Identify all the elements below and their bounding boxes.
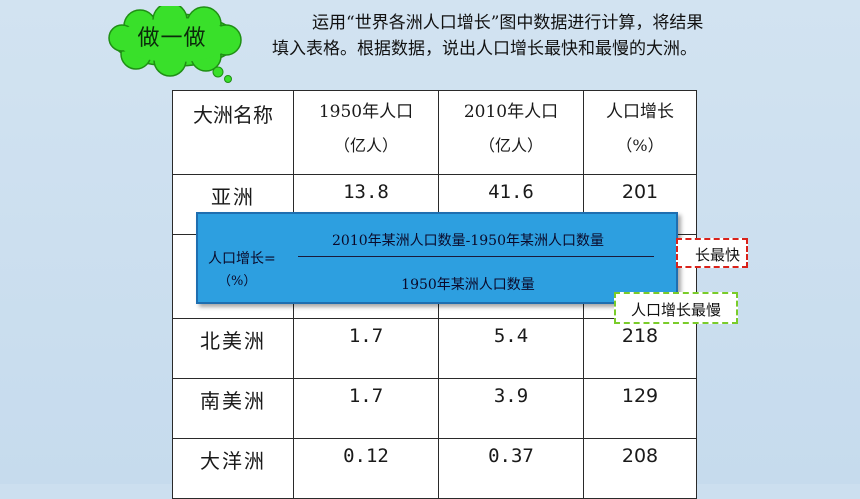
table-row: 北美洲 1.7 5.4 218 bbox=[172, 318, 697, 379]
cell-pop-2010: 3.9 bbox=[438, 378, 584, 439]
cell-pop-1950: 1.7 bbox=[293, 318, 439, 379]
cell-growth: 129 bbox=[583, 378, 697, 439]
badge-label: 做一做 bbox=[137, 26, 207, 51]
header-continent: 大洲名称 bbox=[172, 90, 294, 175]
table-row: 南美洲 1.7 3.9 129 bbox=[172, 378, 697, 439]
cell-continent: 北美洲 bbox=[172, 318, 294, 379]
cell-pop-2010: 5.4 bbox=[438, 318, 584, 379]
cell-growth: 218 bbox=[583, 318, 697, 379]
formula-denominator: 1950年某洲人口数量 bbox=[401, 277, 535, 293]
header-pop-1950: 1950年人口 （亿人） bbox=[293, 90, 439, 175]
fraction-bar bbox=[298, 256, 654, 257]
formula-numerator: 2010年某洲人口数量-1950年某洲人口数量 bbox=[332, 233, 604, 249]
header-growth: 人口增长 （%） bbox=[583, 90, 697, 175]
table-header-row: 大洲名称 1950年人口 （亿人） 2010年人口 （亿人） 人口增长 （%） bbox=[172, 90, 697, 175]
cell-growth: 208 bbox=[583, 438, 697, 499]
cell-pop-2010: 0.37 bbox=[438, 438, 584, 499]
cell-pop-1950: 1.7 bbox=[293, 378, 439, 439]
fastest-growth-note: 长最快 bbox=[676, 238, 748, 268]
header-pop-2010: 2010年人口 （亿人） bbox=[438, 90, 584, 175]
growth-formula-box: 人口增长= （%） 2010年某洲人口数量-1950年某洲人口数量 1950年某… bbox=[196, 212, 678, 304]
instruction-text: 运用“世界各洲人口增长”图中数据进行计算，将结果填入表格。根据数据，说出人口增长… bbox=[272, 13, 704, 59]
cell-continent: 大洋洲 bbox=[172, 438, 294, 499]
cell-continent: 南美洲 bbox=[172, 378, 294, 439]
slowest-growth-note: 人口增长最慢 bbox=[614, 292, 738, 324]
formula-unit: （%） bbox=[218, 274, 257, 289]
cell-pop-1950: 0.12 bbox=[293, 438, 439, 499]
cloud-badge bbox=[108, 6, 242, 83]
formula-label: 人口增长= bbox=[208, 251, 276, 267]
table-row: 大洋洲 0.12 0.37 208 bbox=[172, 438, 697, 499]
